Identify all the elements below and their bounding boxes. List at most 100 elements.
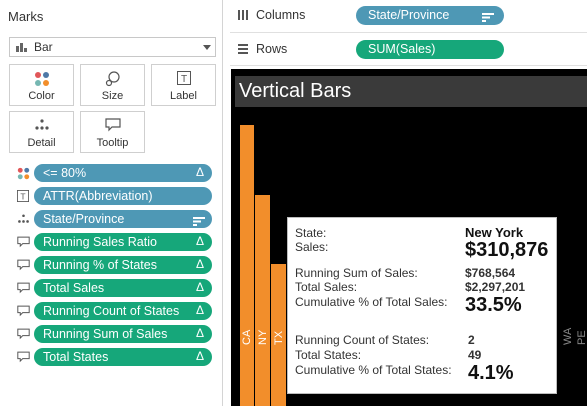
tooltip-cum-pct-states-value: 4.1% bbox=[468, 362, 514, 384]
bar-tx[interactable] bbox=[271, 264, 286, 406]
bar-label: PE bbox=[576, 330, 587, 345]
label-button[interactable]: T Label bbox=[151, 64, 216, 106]
rows-label: Rows bbox=[256, 42, 288, 56]
tooltip-icon bbox=[14, 351, 32, 363]
svg-text:T: T bbox=[20, 191, 26, 201]
field-pill-label: Running Sum of Sales bbox=[43, 327, 168, 341]
field-pill[interactable]: State/Province bbox=[34, 210, 212, 228]
marks-field-row[interactable]: Running Count of States Δ bbox=[14, 300, 212, 322]
marks-title: Marks bbox=[8, 9, 44, 24]
chevron-down-icon bbox=[203, 45, 211, 50]
text-label-icon: T bbox=[14, 190, 32, 202]
columns-pill-label: State/Province bbox=[368, 8, 450, 22]
field-pill[interactable]: Running % of States Δ bbox=[34, 256, 212, 274]
field-pill[interactable]: <= 80% Δ bbox=[34, 164, 212, 182]
detail-button[interactable]: Detail bbox=[9, 111, 74, 153]
marks-field-row[interactable]: State/Province bbox=[14, 208, 212, 230]
tooltip-icon bbox=[14, 259, 32, 271]
rows-pill-label: SUM(Sales) bbox=[368, 42, 436, 56]
size-button[interactable]: Size bbox=[80, 64, 145, 106]
bar-label: TX bbox=[273, 330, 285, 345]
tooltip-total-sales-label: Total Sales: bbox=[295, 280, 358, 294]
mark-type-label: Bar bbox=[34, 40, 53, 54]
svg-text:T: T bbox=[180, 74, 186, 85]
field-pill[interactable]: Running Sum of Sales Δ bbox=[34, 325, 212, 343]
tooltip-running-sum-value: $768,564 bbox=[465, 266, 516, 280]
rows-shelf[interactable]: Rows SUM(Sales) bbox=[230, 36, 587, 62]
rows-pill[interactable]: SUM(Sales) bbox=[356, 39, 504, 59]
delta-icon: Δ bbox=[195, 165, 204, 179]
columns-shelf[interactable]: Columns State/Province bbox=[230, 2, 587, 28]
marks-field-row[interactable]: Total Sales Δ bbox=[14, 277, 212, 299]
tooltip-cum-pct-sales-value: 33.5% bbox=[465, 294, 522, 316]
marks-field-row[interactable]: Running Sales Ratio Δ bbox=[14, 231, 212, 253]
field-pill[interactable]: Total Sales Δ bbox=[34, 279, 212, 297]
tooltip-icon bbox=[14, 282, 32, 294]
columns-label: Columns bbox=[256, 8, 306, 22]
marks-field-row[interactable]: Running % of States Δ bbox=[14, 254, 212, 276]
marks-field-row[interactable]: Running Sum of Sales Δ bbox=[14, 323, 212, 345]
delta-icon: Δ bbox=[195, 257, 204, 271]
shelf-divider bbox=[230, 32, 587, 33]
field-pill[interactable]: Running Count of States Δ bbox=[34, 302, 212, 320]
mark-type-dropdown[interactable]: Bar bbox=[9, 37, 216, 57]
marks-card: Marks Bar Color Size T Label bbox=[0, 0, 223, 406]
color-dots-icon bbox=[14, 167, 32, 180]
tooltip-icon bbox=[14, 236, 32, 248]
tooltip-cum-pct-states-label: Cumulative % of Total States: bbox=[295, 363, 452, 377]
field-pill[interactable]: Total States Δ bbox=[34, 348, 212, 366]
color-button-label: Color bbox=[28, 90, 55, 102]
tooltip-state-label: State: bbox=[295, 226, 327, 240]
sort-descending-icon[interactable] bbox=[482, 11, 494, 25]
delta-icon: Δ bbox=[195, 303, 204, 317]
tooltip-sales-label: Sales: bbox=[295, 240, 329, 254]
columns-pill[interactable]: State/Province bbox=[356, 5, 504, 25]
bar-label: WA bbox=[562, 327, 574, 345]
bar-label: CA bbox=[241, 329, 253, 345]
color-dots-icon bbox=[10, 71, 73, 87]
field-pill-label: Running Count of States bbox=[43, 304, 180, 318]
sort-descending-icon[interactable] bbox=[193, 215, 205, 229]
columns-icon bbox=[234, 9, 252, 21]
marks-field-row[interactable]: T ATTR(Abbreviation) bbox=[14, 185, 212, 207]
tooltip-total-states-label: Total States: bbox=[295, 348, 362, 362]
field-pill-label: State/Province bbox=[43, 212, 125, 226]
marks-field-row[interactable]: <= 80% Δ bbox=[14, 162, 212, 184]
tooltip-icon bbox=[14, 328, 32, 340]
field-pill-label: <= 80% bbox=[43, 166, 87, 180]
tooltip-button-label: Tooltip bbox=[96, 137, 129, 149]
field-pill[interactable]: ATTR(Abbreviation) bbox=[34, 187, 212, 205]
label-button-label: Label bbox=[170, 90, 197, 102]
marks-field-row[interactable]: Total States Δ bbox=[14, 346, 212, 368]
tooltip-running-sum-label: Running Sum of Sales: bbox=[295, 266, 418, 280]
size-button-label: Size bbox=[101, 90, 124, 102]
tooltip-icon bbox=[81, 118, 144, 132]
shelf-divider bbox=[230, 65, 587, 66]
detail-dots-icon bbox=[14, 213, 32, 225]
field-pill-label: Running Sales Ratio bbox=[43, 235, 157, 249]
tooltip-sales-value: $310,876 bbox=[465, 239, 549, 261]
detail-button-label: Detail bbox=[27, 137, 56, 149]
bar-ca[interactable] bbox=[240, 125, 254, 406]
tooltip-cum-pct-sales-label: Cumulative % of Total Sales: bbox=[295, 295, 448, 309]
delta-icon: Δ bbox=[195, 326, 204, 340]
field-pill-label: ATTR(Abbreviation) bbox=[43, 189, 153, 203]
tooltip-total-states-value: 49 bbox=[468, 348, 482, 362]
tooltip-running-count-value: 2 bbox=[468, 333, 475, 347]
field-pill-label: Total Sales bbox=[43, 281, 105, 295]
delta-icon: Δ bbox=[195, 349, 204, 363]
field-pill-label: Total States bbox=[43, 350, 109, 364]
delta-icon: Δ bbox=[195, 234, 204, 248]
tooltip-running-count-label: Running Count of States: bbox=[295, 333, 430, 347]
color-button[interactable]: Color bbox=[9, 64, 74, 106]
bar-label: NY bbox=[257, 329, 269, 345]
field-pill-label: Running % of States bbox=[43, 258, 157, 272]
tooltip-button[interactable]: Tooltip bbox=[80, 111, 145, 153]
bar-ny[interactable] bbox=[255, 195, 270, 406]
rows-icon bbox=[234, 43, 252, 55]
field-pill[interactable]: Running Sales Ratio Δ bbox=[34, 233, 212, 251]
viz-title: Vertical Bars bbox=[235, 76, 587, 107]
delta-icon: Δ bbox=[195, 280, 204, 294]
tooltip-icon bbox=[14, 305, 32, 317]
